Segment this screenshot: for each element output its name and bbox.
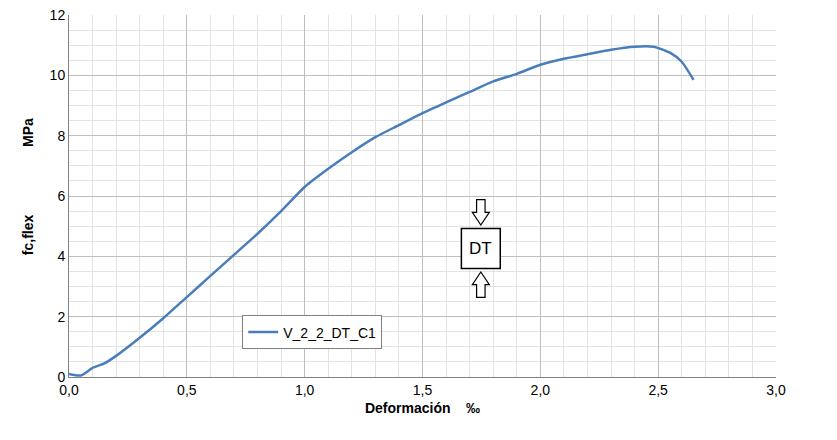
svg-text:2,5: 2,5 xyxy=(648,382,668,398)
svg-text:1,0: 1,0 xyxy=(295,382,315,398)
svg-text:0,0: 0,0 xyxy=(59,382,79,398)
svg-text:4: 4 xyxy=(57,248,65,264)
svg-text:3,0: 3,0 xyxy=(766,382,786,398)
svg-text:Deformación ‰: Deformación ‰ xyxy=(365,400,480,416)
svg-text:0: 0 xyxy=(57,369,65,385)
svg-text:12: 12 xyxy=(50,7,66,23)
svg-text:2: 2 xyxy=(57,309,65,325)
svg-text:8: 8 xyxy=(57,128,65,144)
svg-text:6: 6 xyxy=(57,188,65,204)
svg-text:DT: DT xyxy=(469,239,492,258)
svg-text:MPa: MPa xyxy=(20,118,36,147)
svg-text:fc,flex: fc,flex xyxy=(20,214,36,255)
svg-text:1,5: 1,5 xyxy=(413,382,433,398)
svg-text:2,0: 2,0 xyxy=(531,382,551,398)
svg-text:0,5: 0,5 xyxy=(177,382,197,398)
svg-text:10: 10 xyxy=(50,67,66,83)
svg-text:V_2_2_DT_C1: V_2_2_DT_C1 xyxy=(283,325,376,341)
